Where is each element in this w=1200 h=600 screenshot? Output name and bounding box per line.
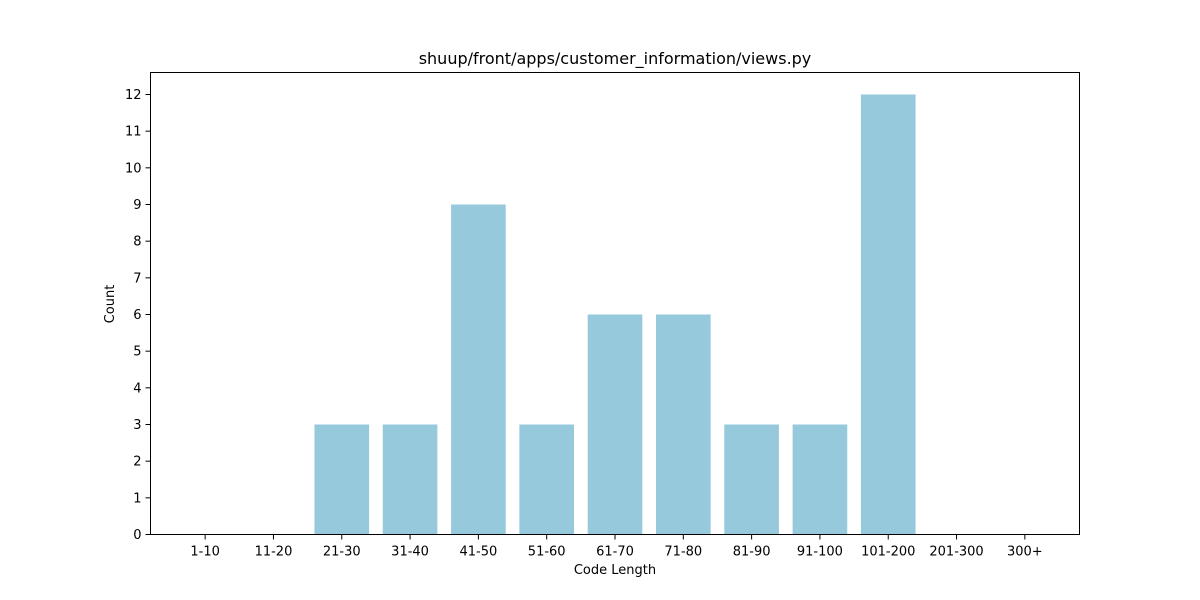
y-axis-label: Count <box>103 285 118 324</box>
x-tick-label: 51-60 <box>528 545 566 560</box>
bar-101-200 <box>860 94 916 535</box>
y-tick-label: 0 <box>133 528 141 543</box>
y-tick-label: 6 <box>133 308 141 323</box>
x-tick-label: 101-200 <box>861 545 915 560</box>
y-tick-label: 8 <box>133 235 141 250</box>
y-tick-label: 2 <box>133 455 141 470</box>
y-tick-label: 4 <box>133 381 141 396</box>
y-tick-label: 11 <box>125 125 142 140</box>
x-axis-label: Code Length <box>574 563 656 578</box>
x-tick-label: 21-30 <box>323 545 361 560</box>
x-tick-label: 11-20 <box>255 545 293 560</box>
x-tick-label: 71-80 <box>664 545 702 560</box>
bar-61-70 <box>587 314 643 535</box>
x-tick-label: 201-300 <box>929 545 983 560</box>
x-tick-label: 31-40 <box>391 545 429 560</box>
x-tick-label: 61-70 <box>596 545 634 560</box>
x-tick-label: 300+ <box>1007 545 1043 560</box>
plot-frame <box>150 72 1080 535</box>
y-tick-label: 1 <box>133 491 141 506</box>
y-tick-label: 7 <box>133 271 141 286</box>
x-axis-ticks: 1-10 11-20 21-30 31-40 41-50 51-60 61-70 71-80 8… <box>190 534 1043 560</box>
x-tick-label: 41-50 <box>459 545 497 560</box>
bar-51-60 <box>519 424 575 535</box>
bars-layer <box>314 94 916 535</box>
bar-71-80 <box>655 314 711 535</box>
y-tick-label: 12 <box>125 88 142 103</box>
y-tick-label: 10 <box>125 161 142 176</box>
x-tick-label: 81-90 <box>733 545 771 560</box>
x-tick-label: 91-100 <box>797 545 843 560</box>
y-tick-label: 9 <box>133 198 141 213</box>
bar-91-100 <box>792 424 848 535</box>
y-tick-label: 5 <box>133 345 141 360</box>
x-tick-label: 1-10 <box>190 545 220 560</box>
chart-title: shuup/front/apps/customer_information/vi… <box>419 49 812 69</box>
bar-31-40 <box>382 424 438 535</box>
bar-41-50 <box>451 204 506 535</box>
bar-81-90 <box>724 424 779 535</box>
bar-21-30 <box>314 424 370 535</box>
y-tick-label: 3 <box>133 418 141 433</box>
